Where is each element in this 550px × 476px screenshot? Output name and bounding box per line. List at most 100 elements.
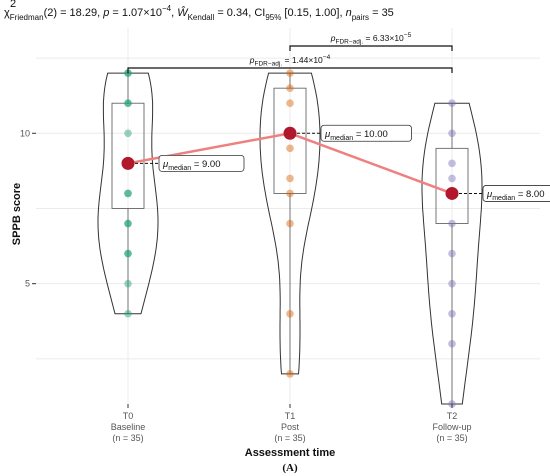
n-label: n <box>346 7 352 19</box>
data-point <box>286 84 294 92</box>
violin-T0 <box>97 72 159 315</box>
data-point <box>448 340 456 348</box>
p-exp: −4 <box>162 4 172 13</box>
x-tick-label: T2 Follow-up (n = 35) <box>432 411 471 443</box>
ci-sub: 95% <box>265 13 281 22</box>
mu-symbol: μ <box>162 159 169 170</box>
mu-symbol: μ <box>324 129 331 140</box>
sig-p: p <box>330 33 336 43</box>
ci-value: [0.15, 1.00], <box>281 7 345 19</box>
median-point <box>121 156 135 170</box>
mu-symbol: μ <box>486 189 493 200</box>
x-tick-label: T0 Baseline (n = 35) <box>111 411 146 443</box>
p-value: = 1.07×10 <box>109 7 162 19</box>
data-point <box>286 144 294 153</box>
boxplots <box>111 73 469 404</box>
chart-subtitle: χFriedman(2) = 18.29, p = 1.07×10−4, ŴKe… <box>4 4 394 22</box>
significance-bracket <box>289 45 453 51</box>
w-value: = 0.34, CI <box>214 7 265 19</box>
violins <box>97 72 483 405</box>
data-point <box>286 174 294 183</box>
sig-sub: FDR−adj. <box>255 61 283 68</box>
data-point <box>124 69 132 77</box>
data-point <box>448 219 456 228</box>
median-label: μmedian = 10.00 <box>324 129 388 142</box>
sig-value: = 6.33×10 <box>363 33 404 43</box>
data-point <box>448 249 456 258</box>
chi-rest: (2) = 18.29, <box>44 7 104 19</box>
significance-label: pFDR−adj. = 1.44×10−4 <box>249 54 331 68</box>
chi-superscript: 2 <box>10 0 16 10</box>
data-point <box>286 189 294 198</box>
sig-exp: −5 <box>404 32 412 39</box>
tick-code: T0 <box>123 411 134 421</box>
data-point <box>448 279 456 288</box>
sig-sub: FDR−adj. <box>336 39 364 46</box>
sig-exp: −4 <box>323 54 331 61</box>
data-point <box>286 219 294 228</box>
data-point <box>286 69 294 77</box>
median-point <box>283 126 297 140</box>
panel-label: (A) <box>282 462 298 474</box>
median-label-box <box>482 185 550 202</box>
x-axis-label: Assessment time <box>245 447 336 459</box>
median-value: = 10.00 <box>353 129 388 140</box>
data-point <box>286 370 294 378</box>
tick-code: T2 <box>447 411 458 421</box>
data-point <box>448 129 456 138</box>
median-sub: median <box>330 135 353 142</box>
median-sub: median <box>492 195 515 202</box>
median-value: = 8.00 <box>515 189 544 200</box>
data-point <box>286 309 294 318</box>
median-label: μmedian = 8.00 <box>486 189 545 202</box>
data-point <box>448 99 456 107</box>
y-axis-label: SPPB score <box>11 183 23 245</box>
sig-p: p <box>249 55 255 65</box>
sep1: , <box>171 7 177 19</box>
data-point <box>124 189 132 198</box>
tick-name: Follow-up <box>432 422 471 432</box>
data-point <box>124 249 132 258</box>
chi-symbol: χ <box>4 7 10 19</box>
y-tick-label: 5 <box>25 279 30 289</box>
p-label: p <box>102 7 109 19</box>
median-label: μmedian = 9.00 <box>162 159 221 172</box>
data-point <box>124 279 132 288</box>
median-value: = 9.00 <box>191 159 220 170</box>
significance-bracket <box>127 67 453 73</box>
data-point <box>124 189 132 198</box>
chi-sub: Friedman <box>10 13 44 22</box>
data-point <box>124 69 132 77</box>
n-sub: pairs <box>352 13 369 22</box>
data-point <box>286 99 294 107</box>
tick-n: (n = 35) <box>436 433 467 443</box>
violin-T1 <box>259 72 321 375</box>
data-point <box>124 99 132 107</box>
data-point <box>124 249 132 258</box>
sig-value: = 1.44×10 <box>282 55 323 65</box>
grid <box>36 28 540 404</box>
n-value: = 35 <box>369 7 394 19</box>
w-sub: Kendall <box>188 13 215 22</box>
median-sub: median <box>168 165 191 172</box>
tick-code: T1 <box>285 411 296 421</box>
w-label: Ŵ <box>177 6 189 19</box>
y-tick-label: 10 <box>20 128 30 138</box>
data-point <box>124 219 132 228</box>
data-point <box>124 129 132 138</box>
data-point <box>124 99 132 107</box>
median-label-box <box>320 124 412 142</box>
data-point <box>448 159 456 168</box>
data-point <box>448 174 456 183</box>
data-point <box>124 219 132 228</box>
median-label-box <box>158 154 245 172</box>
median-point <box>445 186 459 200</box>
tick-name: Baseline <box>111 422 146 432</box>
tick-name: Post <box>281 422 300 432</box>
tick-n: (n = 35) <box>274 433 305 443</box>
x-tick-label: T1 Post (n = 35) <box>274 411 305 443</box>
